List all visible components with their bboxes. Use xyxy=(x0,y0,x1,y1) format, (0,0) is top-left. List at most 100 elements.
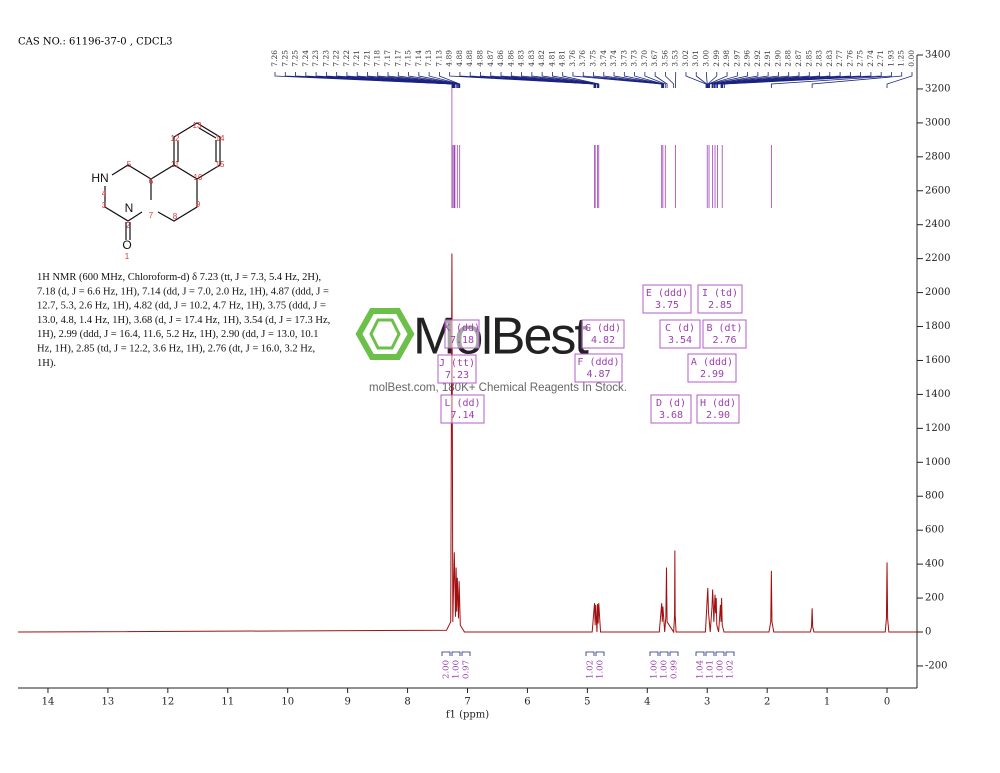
y-tick-label: 800 xyxy=(925,491,944,502)
integral-label: 1.02 xyxy=(586,660,596,679)
y-tick-label: 2800 xyxy=(925,151,950,162)
peak-label: 2.71 xyxy=(876,50,885,67)
bond xyxy=(198,127,217,139)
peak-connector xyxy=(480,72,595,88)
multiplet-label: E (ddd) xyxy=(646,288,688,299)
peak-label: 4.83 xyxy=(517,50,526,67)
multiplet-box xyxy=(642,284,692,314)
nmr-description: 12.7, 5.3, 2.6 Hz, 1H), 4.82 (dd, J = 10… xyxy=(37,301,326,312)
x-tick-label: 10 xyxy=(281,697,294,708)
nmr-description: 7.18 (d, J = 6.6 Hz, 1H), 7.14 (dd, J = … xyxy=(37,286,329,297)
integral-bracket xyxy=(451,651,461,656)
peak-label: 3.01 xyxy=(691,50,700,67)
multiplet-shift: 7.18 xyxy=(450,335,474,346)
atom-number: 7 xyxy=(149,211,154,220)
atom-number: 9 xyxy=(196,200,201,209)
atom-number: 3 xyxy=(102,201,107,210)
peak-label: 2.83 xyxy=(815,50,824,67)
peak-label: 7.21 xyxy=(352,50,361,67)
peak-label: 2.98 xyxy=(722,50,731,67)
peak-label: 4.88 xyxy=(475,50,484,67)
multiplet-label: J (tt) xyxy=(439,358,475,369)
peak-label: 7.26 xyxy=(270,50,279,67)
peak-connector xyxy=(367,72,456,88)
integral-bracket xyxy=(585,651,595,656)
multiplet-shift: 4.87 xyxy=(586,369,610,380)
atom-number: 2 xyxy=(126,221,131,230)
integral-bracket xyxy=(705,651,715,656)
multiplet-box xyxy=(581,319,625,349)
peak-label: 4.82 xyxy=(537,50,546,67)
peak-connector xyxy=(715,72,810,88)
peak-connector xyxy=(708,72,728,88)
multiplet-shift: 3.68 xyxy=(659,410,683,421)
integral-bracket xyxy=(595,651,605,656)
multiplet-shift: 7.23 xyxy=(445,370,469,381)
peak-label: 4.81 xyxy=(547,50,556,67)
integral-bracket xyxy=(715,651,725,656)
peak-label: 7.14 xyxy=(414,50,423,67)
peak-label: 3.73 xyxy=(619,50,628,67)
atom-number: 1 xyxy=(125,252,130,261)
peak-label: 4.89 xyxy=(445,50,454,67)
peak-connector xyxy=(886,72,913,88)
multiplet-shift: 3.54 xyxy=(668,335,692,346)
peak-label: 7.25 xyxy=(291,50,300,67)
peak-connector xyxy=(717,72,831,88)
integral-label: 1.01 xyxy=(706,660,716,679)
y-tick-label: -200 xyxy=(925,660,947,671)
peak-connector xyxy=(707,72,718,88)
integral-label: 1.04 xyxy=(696,660,706,679)
spectrum-line xyxy=(17,253,917,634)
peak-connector xyxy=(709,72,749,88)
y-tick-label: 2000 xyxy=(925,287,950,298)
peak-connector xyxy=(541,72,599,88)
integral-bracket xyxy=(669,651,679,656)
multiplet-label: G (dd) xyxy=(585,323,621,334)
y-tick-label: 200 xyxy=(925,593,944,604)
peak-label: 2.96 xyxy=(743,50,752,67)
peak-connector xyxy=(490,72,596,88)
atom-number: 5 xyxy=(127,160,132,169)
y-tick-label: 600 xyxy=(925,525,944,536)
y-tick-label: 1200 xyxy=(925,423,950,434)
peak-label: 4.81 xyxy=(558,50,567,67)
peak-label: 3.70 xyxy=(640,50,649,67)
integral-bracket xyxy=(461,651,471,656)
peak-connector xyxy=(811,72,903,88)
integral-bracket xyxy=(441,651,451,656)
multiplet-box xyxy=(440,394,485,424)
y-tick-label: 1600 xyxy=(925,355,950,366)
atom-number: 12 xyxy=(171,134,180,143)
atom-number: 4 xyxy=(102,189,107,198)
peak-connector xyxy=(714,72,790,88)
y-tick-label: 400 xyxy=(925,559,944,570)
multiplet-label: B (dt) xyxy=(706,323,742,334)
x-tick-label: 3 xyxy=(704,697,710,708)
y-tick-label: 2400 xyxy=(925,219,950,230)
multiplet-label: A (ddd) xyxy=(691,357,733,368)
x-tick-label: 12 xyxy=(161,697,174,708)
peak-label: 2.87 xyxy=(794,50,803,67)
integral-bracket xyxy=(659,651,669,656)
peak-label: 2.90 xyxy=(773,50,782,67)
y-tick-label: 3000 xyxy=(925,117,950,128)
logo xyxy=(355,308,415,360)
peak-label: 7.23 xyxy=(321,50,330,67)
integral-bracket xyxy=(649,651,659,656)
x-tick-label: 7 xyxy=(464,697,470,708)
peak-label: 7.17 xyxy=(393,50,402,67)
integral-label: 2.00 xyxy=(442,660,452,679)
multiplet-label: F (ddd) xyxy=(577,357,619,368)
peak-connector xyxy=(582,72,663,88)
y-tick-label: 3400 xyxy=(925,50,950,61)
x-tick-label: 4 xyxy=(644,697,650,708)
multiplet-shift: 4.82 xyxy=(591,335,615,346)
multiplet-box xyxy=(437,354,477,384)
multiplet-shift: 3.75 xyxy=(655,300,679,311)
peak-connector xyxy=(712,72,779,88)
peak-label: 2.88 xyxy=(784,50,793,67)
peak-connector xyxy=(397,72,458,88)
x-tick-label: 2 xyxy=(764,697,770,708)
peak-connector xyxy=(634,72,664,88)
